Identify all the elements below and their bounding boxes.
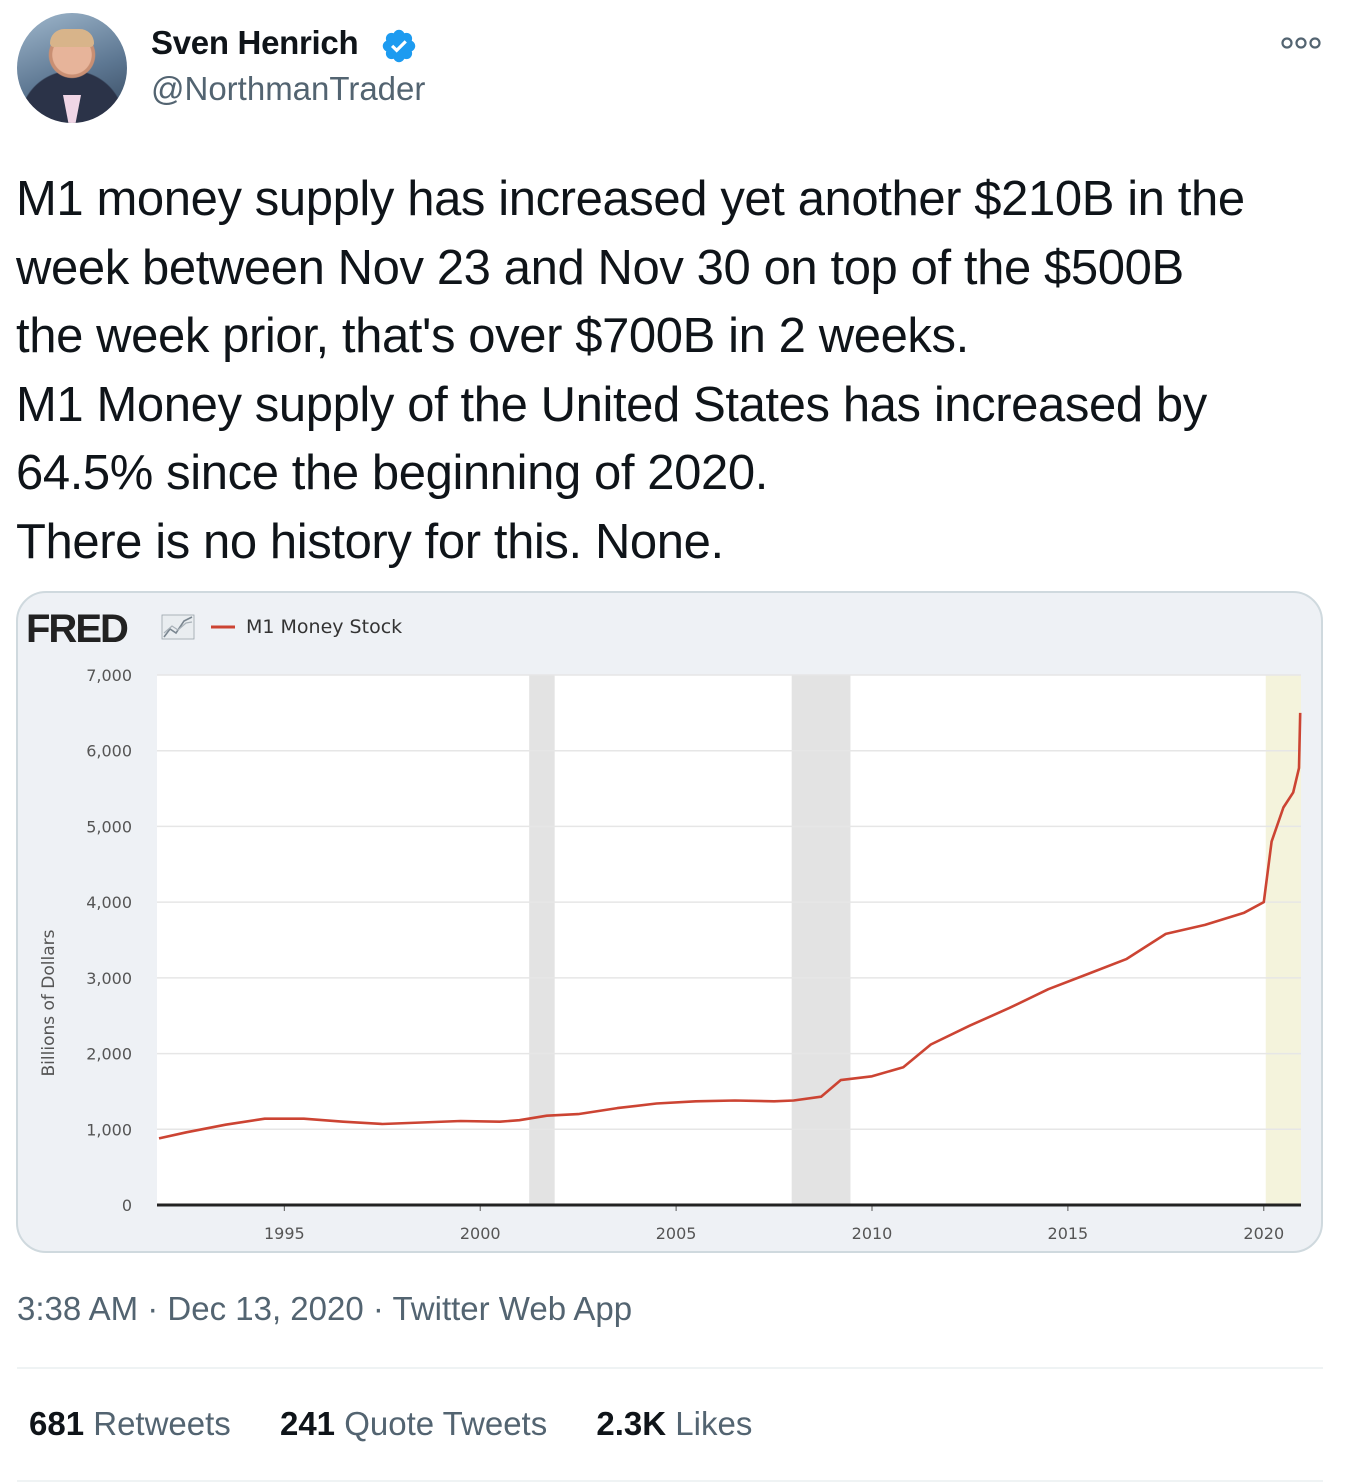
retweets-stat[interactable]: 681 Retweets <box>29 1405 231 1442</box>
x-tick-label: 1995 <box>264 1224 305 1243</box>
avatar[interactable] <box>17 13 127 123</box>
y-tick-label: 3,000 <box>86 969 132 988</box>
divider <box>17 1480 1323 1482</box>
fred-chart: FRED M1 Money Stock 0 1,000 2,000 3,000 4,00… <box>26 607 1302 1243</box>
plot-area <box>157 675 1301 1205</box>
likes-label: Likes <box>675 1405 753 1442</box>
series-line <box>158 712 1302 1140</box>
more-options-icon[interactable] <box>1281 35 1321 51</box>
tweet-timestamp[interactable]: 3:38 AM · Dec 13, 2020 · Twitter Web App <box>17 1290 633 1327</box>
quote-tweets-label: Quote Tweets <box>344 1405 548 1442</box>
y-tick-label: 6,000 <box>86 742 132 761</box>
y-tick-label: 1,000 <box>86 1120 132 1139</box>
recession-band <box>529 675 555 1205</box>
x-tick-label: 2000 <box>460 1224 501 1243</box>
y-tick-label: 7,000 <box>86 666 132 685</box>
fred-logo-graph-icon <box>161 614 195 640</box>
x-tick-label: 2020 <box>1243 1224 1284 1243</box>
tweet-text-line: 64.5% since the beginning of 2020. <box>16 446 768 500</box>
legend-label: M1 Money Stock <box>246 616 402 638</box>
verified-badge-icon <box>382 29 416 63</box>
y-tick-label: 0 <box>122 1196 132 1215</box>
y-tick-label: 4,000 <box>86 893 132 912</box>
x-tick-label: 2005 <box>656 1224 697 1243</box>
avatar-hair <box>50 29 94 47</box>
tweet-media-chart[interactable]: FRED M1 Money Stock 0 1,000 2,000 3,000 4,00… <box>16 591 1323 1253</box>
recession-band <box>791 675 851 1205</box>
tweet-text-line: M1 Money supply of the United States has… <box>16 377 1207 432</box>
divider <box>17 1367 1323 1369</box>
x-tick-label: 2010 <box>852 1224 893 1243</box>
retweets-count: 681 <box>29 1405 85 1442</box>
author-name[interactable]: Sven Henrich <box>151 24 359 61</box>
x-tick-label: 2015 <box>1048 1224 1089 1243</box>
likes-stat[interactable]: 2.3K Likes <box>596 1405 752 1442</box>
tweet-text-line: There is no history for this. None. <box>16 514 724 569</box>
tweet-text-line: week between Nov 23 and Nov 30 on top of… <box>16 240 1184 295</box>
y-tick-label: 5,000 <box>86 817 132 836</box>
quote-tweets-stat[interactable]: 241 Quote Tweets <box>280 1405 547 1442</box>
author-handle[interactable]: @NorthmanTrader <box>151 70 426 107</box>
tweet-text-line: M1 money supply has increased yet anothe… <box>16 172 1245 226</box>
y-tick-label: 2,000 <box>86 1045 132 1064</box>
y-axis-label: Billions of Dollars <box>39 929 59 1076</box>
tweet-text: M1 money supply has increased yet anothe… <box>16 165 1326 576</box>
quote-tweets-count: 241 <box>279 1405 336 1442</box>
avatar-shirt <box>63 95 81 123</box>
retweets-label: Retweets <box>93 1405 231 1442</box>
tweet-text-line: the week prior, that's over $700B in 2 w… <box>16 309 969 363</box>
fred-logo: FRED <box>26 607 128 651</box>
highlight-band <box>1265 675 1301 1205</box>
engagement-stats: 681 Retweets 241 Quote Tweets 2.3K Likes <box>29 1405 792 1443</box>
likes-count: 2.3K <box>596 1405 667 1442</box>
